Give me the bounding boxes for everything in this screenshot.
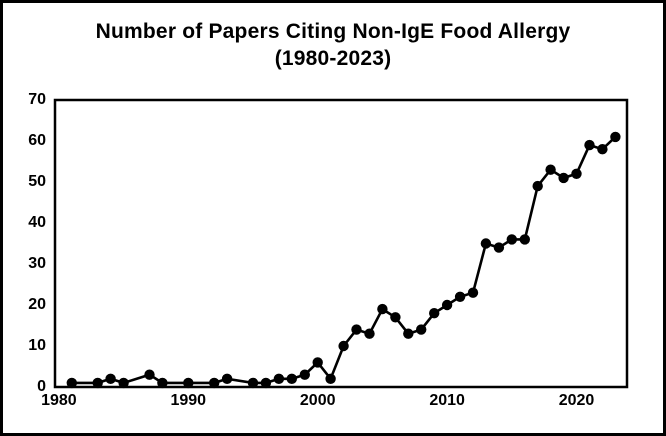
data-point-2014 (493, 242, 505, 253)
data-point-1988 (157, 377, 168, 389)
y-tick-label-0: 0 (37, 378, 46, 395)
data-point-2018 (545, 164, 556, 175)
y-tick-label-30: 30 (28, 255, 46, 272)
data-point-2016 (519, 234, 530, 245)
data-point-2015 (506, 234, 517, 245)
data-point-1997 (273, 373, 285, 384)
chart-title: Number of Papers Citing Non-IgE Food All… (3, 18, 663, 72)
x-tick-label-1980: 1980 (41, 392, 77, 409)
data-point-2012 (467, 287, 479, 298)
plot-area (53, 98, 629, 389)
data-point-2020 (571, 168, 582, 179)
y-tick-label-20: 20 (28, 296, 46, 313)
data-point-1983 (92, 377, 103, 389)
data-point-1990 (183, 377, 194, 389)
y-tick-label-70: 70 (28, 91, 46, 108)
data-point-2011 (454, 291, 466, 302)
data-point-2003 (351, 324, 362, 335)
data-point-1987 (144, 369, 155, 380)
data-point-2002 (338, 340, 349, 352)
data-point-2005 (377, 303, 388, 315)
chart-title-line1: Number of Papers Citing Non-IgE Food All… (95, 20, 571, 43)
data-markers (66, 131, 621, 389)
chart-title-line2: (1980-2023) (274, 47, 392, 70)
data-point-1995 (247, 377, 259, 389)
data-point-2017 (532, 180, 543, 192)
y-tick-label-40: 40 (28, 214, 46, 231)
data-point-2021 (584, 139, 595, 151)
y-tick-label-10: 10 (28, 337, 46, 354)
y-tick-label-60: 60 (28, 132, 46, 149)
x-tick-label-1990: 1990 (170, 392, 207, 409)
data-point-1998 (286, 373, 297, 384)
data-point-1984 (105, 373, 116, 384)
data-point-1981 (66, 377, 77, 389)
plot-frame (53, 98, 629, 389)
data-point-2008 (416, 324, 427, 335)
data-point-2007 (403, 328, 414, 339)
data-point-2001 (325, 373, 336, 384)
data-point-2023 (610, 131, 621, 143)
data-point-1992 (209, 377, 220, 389)
data-point-2013 (480, 238, 492, 249)
x-tick-label-2000: 2000 (299, 392, 336, 409)
data-point-2019 (558, 172, 569, 184)
data-point-1999 (299, 369, 310, 380)
data-point-2006 (390, 312, 401, 323)
data-point-1985 (118, 377, 129, 389)
y-tick-label-50: 50 (28, 173, 46, 190)
data-point-2004 (364, 328, 375, 339)
data-point-1993 (221, 373, 233, 384)
data-point-2010 (441, 299, 453, 311)
x-tick-label-2010: 2010 (429, 392, 465, 409)
data-point-2009 (429, 308, 440, 319)
data-point-2022 (597, 144, 608, 155)
data-point-1996 (260, 377, 272, 389)
data-point-2000 (312, 357, 323, 368)
x-tick-label-2020: 2020 (558, 392, 595, 409)
